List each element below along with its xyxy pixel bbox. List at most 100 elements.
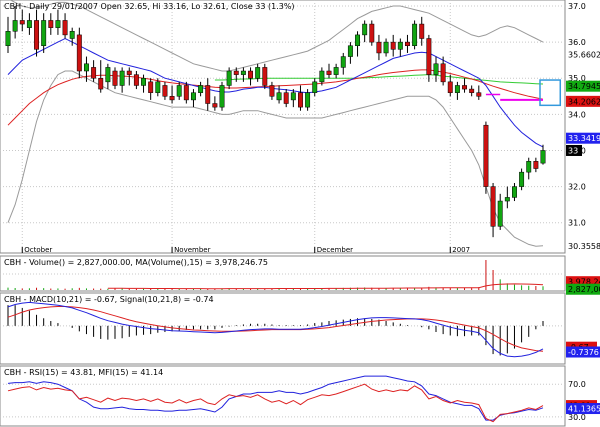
candle-30	[219, 81, 225, 111]
candle-4	[34, 9, 39, 57]
mfi-line	[7, 375, 544, 421]
price-right-label-1: 34.7945	[566, 80, 600, 92]
candle-54	[390, 34, 396, 57]
price-right-labels: 35.6602 34.7945 34.2062 33.3419 33 30.3558	[566, 50, 600, 251]
volume-right-label-1-text: 2,827,000	[568, 285, 600, 294]
candle-body-72	[519, 171, 525, 187]
candle-35	[255, 63, 261, 82]
volume-ma-line	[107, 283, 544, 290]
candle-19	[141, 74, 146, 93]
price-right-label-1-bg	[566, 80, 600, 92]
candle-32	[233, 67, 239, 82]
candle-9	[69, 27, 75, 46]
candle-33	[240, 67, 246, 82]
price-y-tick-2: 35.0	[568, 74, 586, 83]
price-right-label-5-text: 30.3558	[568, 242, 600, 251]
candle-45	[326, 63, 332, 79]
candle-body-8	[62, 20, 68, 36]
price-right-label-5: 30.3558	[568, 242, 600, 251]
candle-body-63	[454, 85, 460, 93]
candle-12	[91, 60, 97, 82]
candle-2	[19, 9, 25, 32]
candle-body-5	[41, 20, 47, 46]
candle-body-37	[269, 85, 275, 97]
candle-body-65	[469, 88, 475, 93]
candle-60	[433, 56, 439, 82]
candle-66	[476, 85, 482, 100]
candle-body-70	[504, 197, 510, 202]
candle-62	[447, 74, 453, 97]
candle-59	[426, 34, 432, 82]
candle-21	[155, 78, 161, 97]
candle-body-62	[447, 81, 453, 93]
candle-body-24	[176, 85, 182, 97]
rsi-right-label-1-text: 41.1365	[568, 405, 600, 414]
sma-blue-line	[7, 37, 544, 148]
candle-body-45	[326, 70, 332, 75]
candle-body-51	[369, 23, 375, 43]
price-y-tick-6: 31.0	[568, 219, 586, 228]
candle-73	[526, 157, 532, 180]
candle-body-67	[483, 124, 489, 187]
candle-body-16	[119, 70, 125, 86]
volume-right-label-0: 3,978,246.75	[566, 276, 600, 288]
candle-body-61	[440, 63, 446, 83]
candle-body-20	[148, 81, 154, 93]
price-right-label-4-text: 33	[568, 146, 578, 155]
candle-body-0	[5, 31, 11, 46]
rsi-gridlines	[0, 383, 565, 418]
candle-31	[226, 67, 232, 90]
volume-right-labels: 3,978,246.752,827,000	[566, 276, 600, 295]
candlesticks	[5, 6, 546, 238]
x-tick-label-0: October	[24, 246, 52, 254]
candle-10	[76, 27, 82, 79]
candle-72	[519, 168, 525, 191]
candle-body-2	[19, 20, 25, 25]
rsi-y-axis: 70.0 30.0	[568, 380, 586, 422]
candle-body-57	[412, 23, 418, 46]
price-right-label-2-text: 34.2062	[568, 97, 600, 106]
candle-16	[119, 67, 125, 93]
candle-body-52	[376, 41, 382, 54]
price-right-label-0: 35.6602	[568, 50, 600, 59]
macd-right-label-1-bg	[566, 346, 600, 358]
candle-37	[269, 81, 275, 100]
candle-3	[26, 13, 32, 35]
candle-28	[205, 78, 211, 111]
macd-right-label-1-text: -0.7376	[568, 348, 599, 357]
bollinger-bands	[7, 0, 544, 247]
candle-71	[512, 182, 517, 202]
price-y-tick-0: 37.0	[568, 2, 586, 11]
candle-body-17	[126, 70, 132, 75]
macd-panel: -0.67-0.7376 CBH - MACD(10,21) = -0.67, …	[0, 292, 600, 365]
moving-averages	[7, 37, 544, 148]
candle-body-14	[105, 67, 111, 83]
candle-body-43	[312, 81, 318, 93]
candle-body-50	[362, 23, 368, 36]
price-panel: 37.036.035.034.033.032.031.0 OctoberNove…	[0, 0, 600, 254]
volume-ma-line	[107, 283, 544, 290]
candle-body-11	[84, 63, 89, 72]
candle-body-31	[226, 70, 232, 86]
candle-body-54	[390, 41, 396, 50]
candle-body-19	[141, 77, 146, 86]
volume-panel: 3,978,246.752,827,000 CBH - Volume() = 2…	[0, 255, 600, 295]
rsi-header: CBH - RSI(15) = 43.81, MFI(15) = 41.14	[4, 368, 163, 377]
candle-body-38	[276, 92, 282, 101]
volume-right-label-0-text: 3,978,246.75	[568, 278, 600, 287]
candle-body-13	[98, 77, 104, 90]
candle-body-12	[91, 67, 97, 79]
candle-body-68	[490, 186, 496, 227]
candle-body-59	[426, 38, 432, 75]
price-right-label-2-bg	[566, 95, 600, 107]
bb-upper-line	[9, 0, 544, 72]
candle-body-69	[497, 200, 503, 227]
candle-55	[397, 38, 403, 57]
candle-69	[497, 193, 503, 230]
candle-body-21	[155, 81, 161, 93]
candle-25	[183, 81, 189, 104]
price-header: CBH - Daily 29/01/2007 Open 32.65, Hi 33…	[4, 2, 295, 11]
rsi-mfi-panel: 70.0 30.0 43.8141.1365 CBH - RSI(15) = 43…	[0, 365, 600, 427]
x-tick-label-1: November	[174, 246, 211, 254]
